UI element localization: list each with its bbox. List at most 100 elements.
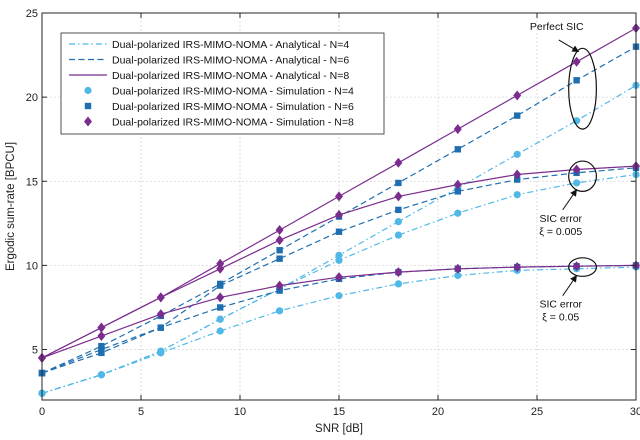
legend-entry-label: Dual-polarized IRS-MIMO-NOMA - Analytica… — [112, 70, 349, 82]
y-axis-label: Ergodic sum-rate [BPCU] — [5, 142, 17, 271]
diamond-marker — [394, 191, 403, 202]
annotation-ellipse — [568, 257, 597, 277]
series-line-n6 — [41, 264, 637, 374]
diamond-marker — [216, 263, 225, 274]
y-tick-label: 15 — [26, 176, 38, 188]
diamond-marker — [394, 157, 403, 168]
diamond-marker — [572, 261, 581, 272]
circle-marker — [335, 251, 343, 259]
square-marker — [276, 287, 283, 294]
annotation-text: SIC error — [539, 299, 582, 311]
y-tick-label: 20 — [26, 92, 38, 104]
square-marker — [98, 342, 105, 350]
diamond-marker — [335, 209, 343, 220]
diamond-marker — [84, 116, 92, 127]
series-line-n6 — [41, 167, 637, 374]
circle-marker — [157, 349, 165, 357]
diamond-marker — [275, 280, 284, 291]
diamond-marker — [335, 272, 343, 283]
circle-marker — [276, 307, 284, 315]
y-tick-label: 10 — [26, 260, 38, 272]
diamond-marker — [275, 235, 284, 246]
circle-marker — [335, 256, 343, 264]
square-marker — [514, 112, 521, 119]
x-tick-label: 15 — [333, 406, 345, 418]
circle-marker — [335, 292, 343, 300]
diamond-marker — [97, 331, 106, 342]
x-tick-label: 10 — [234, 406, 246, 418]
x-tick-label: 30 — [630, 406, 640, 418]
x-tick-label: 20 — [432, 406, 444, 418]
annotation-text: ξ = 0.05 — [542, 312, 579, 324]
diamond-marker — [453, 179, 462, 190]
legend-entry-label: Dual-polarized IRS-MIMO-NOMA - Simulatio… — [112, 101, 354, 113]
diamond-marker — [275, 225, 284, 236]
x-tick-label: 0 — [39, 406, 45, 418]
diamond-marker — [216, 292, 225, 303]
annotation-text: ξ = 0.005 — [539, 226, 582, 238]
annotation-text: Perfect SIC — [530, 21, 584, 33]
diamond-marker — [572, 56, 581, 67]
circle-marker — [394, 218, 402, 226]
circle-marker — [394, 231, 402, 239]
axis-ticks: 0 5 10 15 20 25 30 5 10 15 20 25 — [26, 8, 640, 418]
diamond-marker — [453, 263, 462, 274]
circle-marker — [454, 271, 462, 280]
diamond-marker — [97, 322, 106, 333]
square-marker — [98, 349, 105, 357]
diamond-marker — [513, 169, 522, 180]
legend-entry-label: Dual-polarized IRS-MIMO-NOMA - Analytica… — [112, 39, 349, 51]
series-line-n4 — [41, 173, 637, 394]
circle-marker — [216, 315, 224, 323]
annotation-arrow — [562, 274, 578, 296]
diamond-marker — [453, 124, 462, 135]
square-marker — [217, 282, 224, 289]
circle-marker — [454, 209, 462, 217]
square-marker — [395, 179, 402, 187]
diamond-marker — [572, 164, 581, 175]
circle-marker — [573, 179, 581, 187]
legend-entry-label: Dual-polarized IRS-MIMO-NOMA - Simulatio… — [112, 86, 354, 98]
square-marker — [276, 247, 283, 254]
legend-box — [60, 32, 385, 135]
square-marker — [98, 346, 105, 353]
square-marker — [335, 228, 343, 235]
square-marker — [454, 188, 461, 195]
circle-marker — [97, 371, 105, 379]
diamond-marker — [513, 262, 522, 273]
legend: Dual-polarized IRS-MIMO-NOMA - Analytica… — [60, 32, 385, 135]
diamond-marker — [335, 191, 343, 202]
square-marker — [573, 77, 580, 84]
diamond-marker — [394, 267, 403, 278]
circle-marker — [84, 86, 92, 95]
square-marker — [84, 102, 92, 110]
diamond-marker — [156, 309, 165, 320]
x-tick-label: 5 — [138, 406, 144, 418]
y-tick-label: 5 — [32, 345, 38, 357]
x-axis-label: SNR [dB] — [315, 423, 363, 435]
annotation-arrow — [558, 39, 580, 53]
square-marker — [395, 206, 402, 214]
diamond-marker — [156, 292, 165, 303]
diamond-marker — [216, 258, 225, 269]
circle-marker — [513, 150, 521, 158]
square-marker — [217, 304, 224, 311]
legend-entry-label: Dual-polarized IRS-MIMO-NOMA - Analytica… — [112, 55, 349, 67]
y-tick-label: 25 — [26, 8, 38, 20]
annotation-ellipse — [568, 47, 597, 130]
diamond-marker — [513, 90, 522, 101]
annotation-ellipse — [568, 160, 597, 192]
circle-marker — [394, 280, 402, 288]
square-marker — [454, 146, 461, 153]
annotation-arrow — [562, 189, 578, 211]
circle-marker — [513, 191, 521, 199]
annotation-text: SIC error — [539, 213, 582, 225]
legend-entry-label: Dual-polarized IRS-MIMO-NOMA - Simulatio… — [112, 117, 354, 129]
x-tick-label: 25 — [531, 406, 543, 418]
square-marker — [514, 176, 521, 183]
square-marker — [276, 255, 283, 262]
circle-marker — [216, 327, 224, 335]
square-marker — [157, 324, 164, 331]
